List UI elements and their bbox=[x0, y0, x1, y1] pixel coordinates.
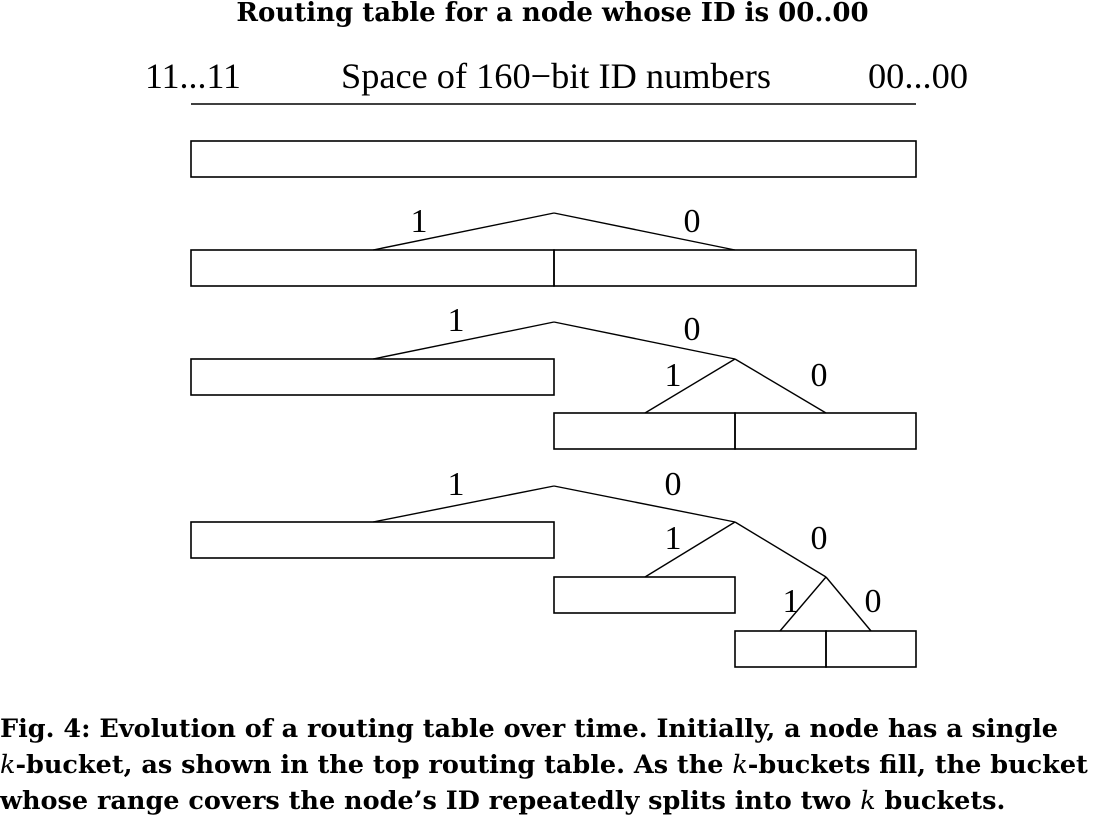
axis-right-label: 00...00 bbox=[868, 56, 968, 96]
branch-label-1: 1 bbox=[783, 583, 800, 620]
tree-edge-0 bbox=[553, 321, 736, 360]
branch-label-0: 0 bbox=[811, 520, 828, 557]
tree-edge-0 bbox=[553, 212, 736, 251]
k-bucket bbox=[553, 249, 917, 287]
caption-text: buckets. bbox=[875, 786, 1006, 816]
k-bucket bbox=[190, 140, 917, 178]
stage-3-routing-table: 1 0 1 0 bbox=[190, 302, 917, 450]
k-bucket bbox=[553, 412, 736, 450]
tree-edge-0 bbox=[734, 521, 827, 578]
tree-edge-1 bbox=[372, 485, 555, 523]
branch-label-0: 0 bbox=[865, 583, 882, 620]
tree-edge-0 bbox=[825, 576, 872, 632]
k-bucket bbox=[734, 412, 917, 450]
branch-label-1: 1 bbox=[665, 520, 682, 557]
k-bucket bbox=[825, 630, 917, 668]
figure-caption: Fig. 4: Evolution of a routing table ove… bbox=[0, 711, 1105, 819]
caption-k-symbol: k bbox=[732, 750, 748, 780]
tree-edge-1 bbox=[644, 521, 736, 578]
branch-label-1: 1 bbox=[448, 302, 465, 339]
k-bucket bbox=[190, 358, 555, 396]
tree-edge-1 bbox=[779, 576, 827, 632]
axis-left-label: 11...11 bbox=[145, 56, 241, 96]
k-bucket bbox=[553, 576, 736, 614]
tree-edge-0 bbox=[553, 485, 736, 523]
k-bucket bbox=[734, 630, 827, 668]
caption-text: -bucket, as shown in the top routing tab… bbox=[15, 750, 733, 780]
caption-k-symbol: k bbox=[0, 750, 16, 780]
tree-edge-1 bbox=[372, 321, 555, 360]
k-bucket bbox=[190, 521, 555, 559]
caption-line-1: Fig. 4: Evolution of a routing table ove… bbox=[0, 714, 1059, 744]
tree-edge-0 bbox=[734, 358, 827, 414]
tree-edge-1 bbox=[372, 212, 555, 251]
branch-label-1: 1 bbox=[665, 357, 682, 394]
branch-label-0: 0 bbox=[684, 203, 701, 240]
caption-text: whose range covers the node’s ID repeate… bbox=[0, 786, 861, 816]
k-bucket bbox=[190, 249, 555, 287]
branch-label-1: 1 bbox=[411, 203, 428, 240]
figure-title: Routing table for a node whose ID is 00.… bbox=[236, 0, 869, 28]
caption-text: -buckets fill, the bucket bbox=[747, 750, 1088, 780]
caption-k-symbol: k bbox=[860, 786, 876, 816]
stage-4-routing-table: 1 0 1 0 1 0 bbox=[190, 466, 917, 668]
branch-label-0: 0 bbox=[811, 357, 828, 394]
branch-label-1: 1 bbox=[448, 466, 465, 503]
tree-edge-1 bbox=[644, 358, 736, 414]
branch-label-0: 0 bbox=[665, 466, 682, 503]
stage-1-routing-table bbox=[190, 140, 917, 178]
routing-table-diagram: 11...11 Space of 160−bit ID numbers 00..… bbox=[145, 56, 968, 668]
axis-center-label: Space of 160−bit ID numbers bbox=[341, 56, 771, 96]
stage-2-routing-table: 1 0 bbox=[190, 203, 917, 287]
branch-label-0: 0 bbox=[684, 311, 701, 348]
